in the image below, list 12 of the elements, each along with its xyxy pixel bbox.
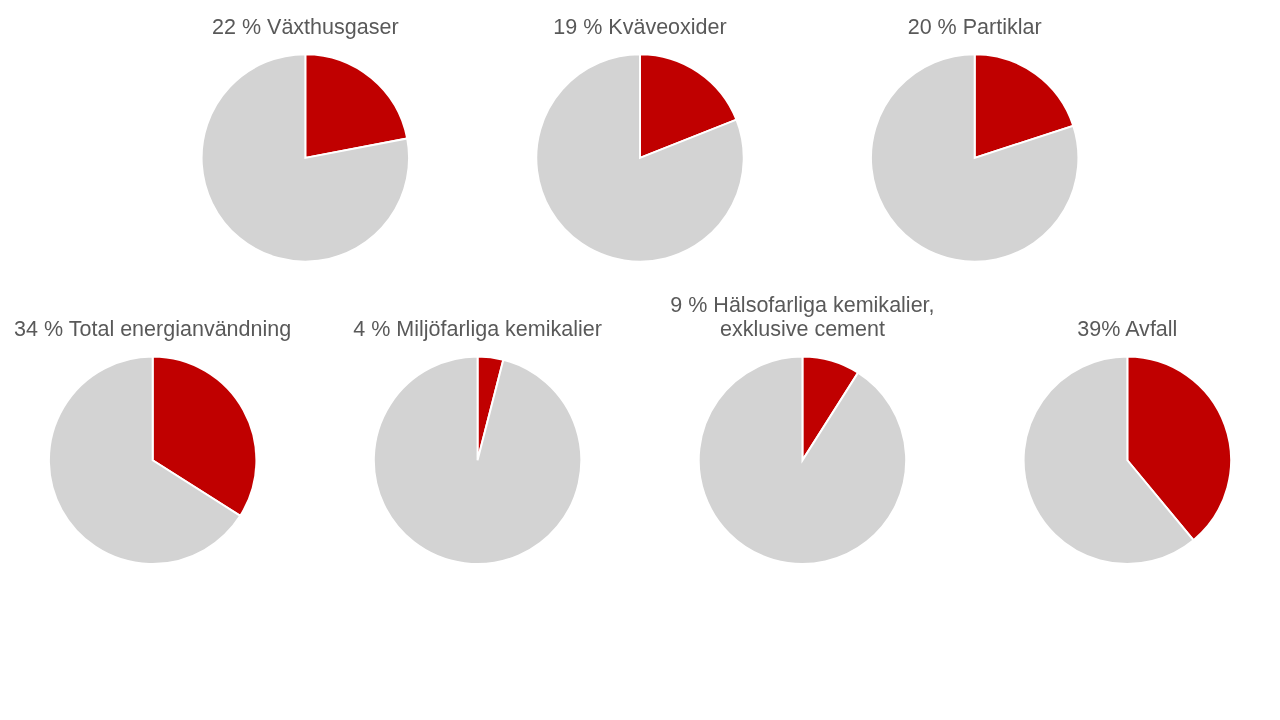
pie-slice	[200, 53, 410, 263]
pie-slice	[697, 355, 908, 565]
chart-title: 34 % Total energianvändning	[14, 316, 292, 341]
chart-title: 19 % Kväveoxider	[553, 14, 727, 39]
chart-title: 39% Avfall	[1077, 316, 1178, 341]
pie-slice	[535, 53, 745, 263]
chart-title: 4 % Miljöfarliga kemikalier	[353, 316, 602, 341]
chart-title: 9 % Hälsofarliga kemikalier, exklusive cement	[670, 293, 935, 341]
chart-title: 20 % Partiklar	[907, 14, 1042, 39]
chart-title: 22 % Växthusgaser	[212, 14, 399, 39]
pie-slice	[372, 355, 583, 565]
pie-slice	[870, 53, 1080, 263]
